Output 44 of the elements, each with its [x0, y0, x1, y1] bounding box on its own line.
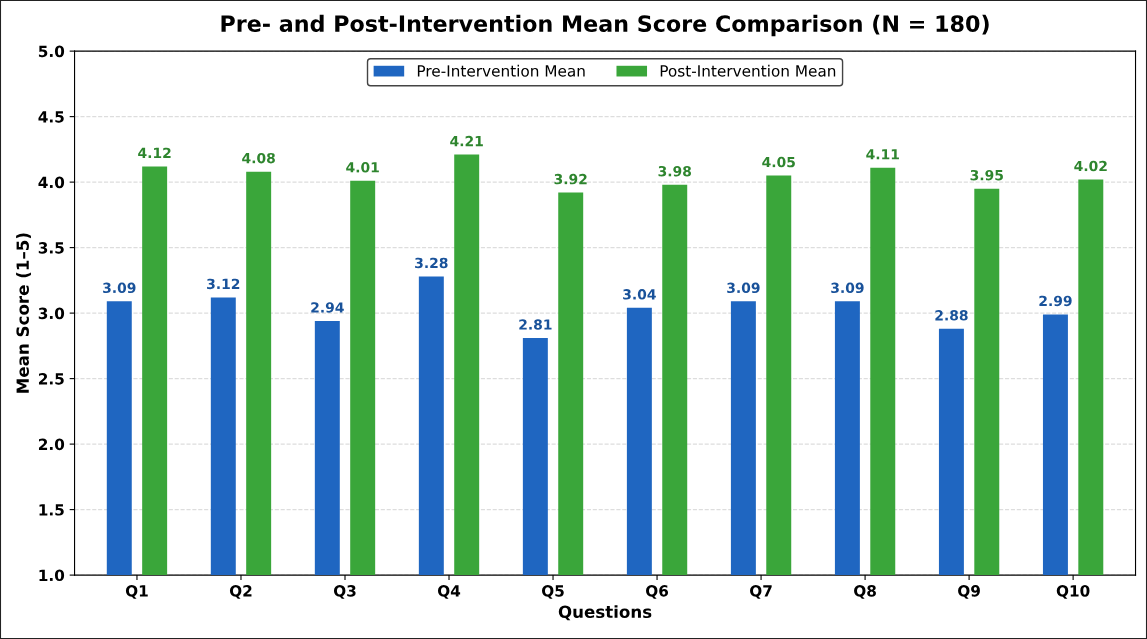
legend-label: Pre-Intervention Mean — [417, 64, 585, 77]
y-tick-label: 3.5 — [38, 242, 64, 254]
data-label: 3.09 — [103, 282, 136, 294]
y-tick-label: 4.5 — [38, 111, 64, 123]
data-label: 3.09 — [831, 282, 864, 294]
chart-title: Pre- and Post-Intervention Mean Score Comparison (N = 180) — [221, 14, 989, 37]
data-label: 3.12 — [207, 278, 240, 290]
data-label: 2.94 — [311, 302, 344, 313]
data-label: 3.95 — [970, 169, 1003, 181]
x-tick-label: Q9 — [958, 585, 980, 599]
data-label: 3.09 — [727, 282, 760, 294]
y-tick-label: 4.0 — [38, 176, 65, 189]
data-label: 2.88 — [935, 310, 968, 321]
data-label: 4.12 — [138, 147, 171, 158]
data-label: 3.04 — [623, 289, 656, 300]
data-label: 2.99 — [1039, 295, 1072, 307]
data-label: 4.05 — [762, 156, 795, 168]
data-label: 4.11 — [866, 149, 899, 160]
data-label: 4.01 — [346, 162, 379, 173]
x-tick-label: Q8 — [854, 585, 876, 599]
data-label: 3.28 — [415, 257, 448, 269]
x-tick-label: Q2 — [229, 585, 252, 599]
data-label: 3.92 — [554, 173, 587, 185]
y-tick-label: 3.0 — [38, 307, 65, 320]
y-tick-label: 1.0 — [39, 569, 65, 582]
y-tick-label: 2.0 — [38, 438, 65, 451]
x-tick-label: Q1 — [125, 585, 148, 599]
data-label: 2.81 — [519, 319, 552, 330]
data-label: 4.08 — [242, 152, 275, 164]
y-axis-title: Mean Score (1–5) — [16, 233, 31, 393]
x-tick-label: Q3 — [333, 585, 356, 599]
x-axis-title: Questions — [558, 605, 652, 621]
x-tick-label: Q5 — [541, 585, 564, 599]
legend-label: Post-Intervention Mean — [660, 64, 836, 77]
data-label: 3.98 — [658, 165, 692, 177]
x-tick-label: Q6 — [646, 585, 669, 599]
x-tick-label: Q4 — [437, 585, 461, 599]
data-label: 4.02 — [1074, 160, 1107, 172]
y-tick-label: 1.5 — [39, 504, 64, 516]
x-tick-label: Q10 — [1056, 585, 1090, 599]
y-tick-label: 5.0 — [38, 45, 65, 58]
data-label: 4.21 — [450, 135, 483, 147]
y-tick-label: 2.5 — [38, 373, 64, 385]
x-tick-label: Q7 — [750, 585, 772, 599]
